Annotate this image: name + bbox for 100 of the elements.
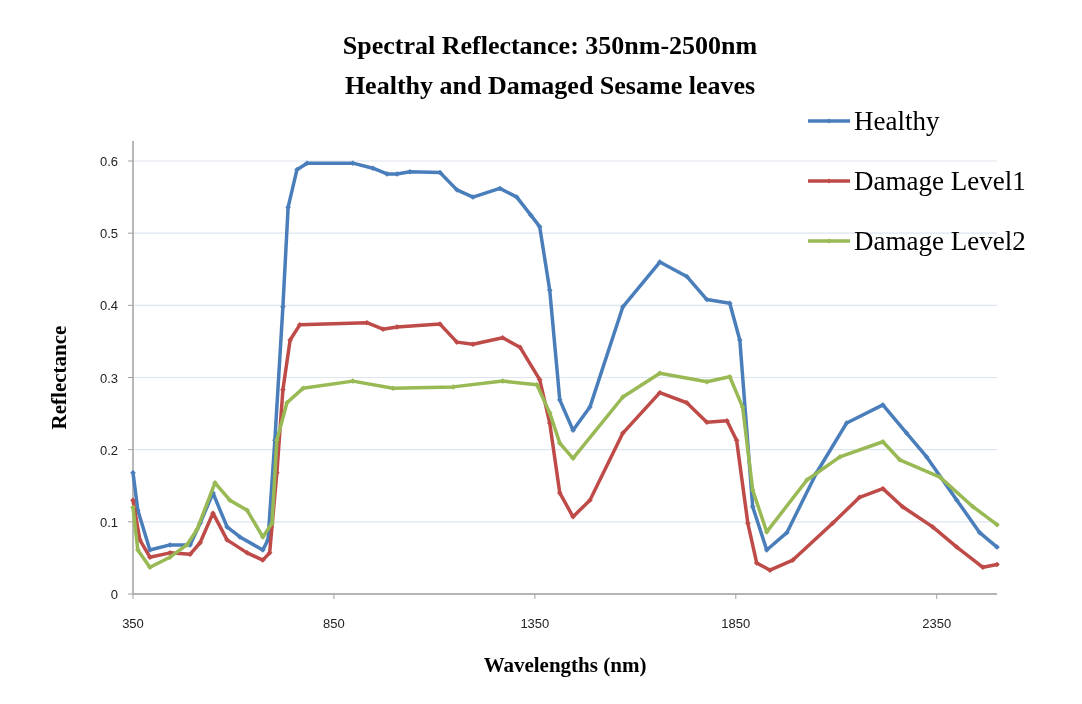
point: [300, 385, 306, 392]
x-tick-label: 2350: [922, 616, 952, 631]
point: [657, 259, 663, 265]
point: [737, 337, 743, 343]
x-tick-label: 1350: [520, 616, 550, 631]
point: [167, 550, 173, 556]
point: [135, 547, 141, 553]
point: [843, 420, 850, 426]
point: [514, 194, 520, 200]
point: [727, 300, 733, 306]
point: [880, 485, 886, 492]
point: [394, 324, 400, 330]
point: [684, 273, 690, 280]
y-tick-label: 0.6: [99, 154, 118, 169]
point: [587, 497, 593, 503]
y-tick-label: 0.1: [99, 514, 118, 530]
point: [147, 564, 153, 571]
point: [454, 339, 460, 345]
point: [130, 470, 136, 476]
point: [929, 524, 936, 530]
point: [287, 337, 293, 343]
point: [187, 551, 193, 558]
y-tick-label: 0.2: [99, 442, 118, 458]
point: [880, 438, 886, 445]
point: [285, 204, 291, 210]
point: [994, 521, 1000, 528]
point: [704, 419, 710, 425]
point: [657, 370, 663, 376]
point: [749, 487, 756, 493]
point: [546, 410, 553, 416]
x-tick-label: 350: [122, 616, 144, 631]
point: [923, 454, 930, 460]
point: [197, 540, 203, 546]
x-tick-label: 850: [323, 616, 345, 631]
point: [536, 223, 543, 230]
point: [350, 160, 356, 166]
point: [244, 550, 250, 556]
point: [620, 304, 626, 310]
point: [804, 477, 810, 483]
point: [364, 319, 370, 326]
legend-label: Healthy: [854, 106, 940, 136]
point: [536, 376, 543, 383]
point: [994, 544, 1000, 550]
chart-title: Spectral Reflectance: 350nm-2500nm Healthy and Damaged Sesame leaves: [342, 31, 758, 100]
point: [470, 341, 476, 348]
point: [227, 497, 233, 503]
point: [224, 524, 230, 530]
point: [937, 474, 943, 480]
point: [370, 165, 376, 171]
point: [903, 430, 910, 436]
point: [994, 561, 1000, 568]
point: [497, 185, 503, 192]
point: [724, 418, 730, 424]
point: [970, 503, 976, 510]
point: [657, 389, 663, 396]
point: [829, 520, 836, 527]
point: [557, 490, 563, 496]
point: [790, 557, 796, 563]
point: [394, 171, 400, 177]
point: [557, 440, 563, 446]
point: [454, 187, 460, 193]
point: [587, 404, 593, 410]
point: [528, 212, 534, 218]
point: [753, 560, 760, 566]
point: [899, 503, 906, 510]
y-tick-label: 0.4: [99, 298, 118, 314]
point: [880, 402, 886, 408]
point: [350, 378, 356, 384]
point: [976, 529, 983, 536]
point: [534, 381, 540, 388]
point: [304, 160, 310, 166]
point: [266, 550, 273, 556]
y-axis-title: Reflectance: [47, 325, 71, 430]
point: [224, 537, 230, 543]
y-tick-label: 0.5: [99, 226, 118, 242]
point: [390, 385, 396, 392]
y-tick-label: 0.3: [99, 370, 118, 386]
point: [704, 379, 710, 385]
point: [980, 564, 986, 571]
point: [557, 397, 563, 403]
point: [684, 400, 690, 406]
x-axis-title: Wavelengths (nm): [483, 653, 647, 677]
legend-label: Damage Level2: [854, 226, 1026, 256]
point: [517, 344, 523, 350]
point: [470, 194, 476, 200]
point: [194, 527, 200, 533]
point: [244, 507, 250, 514]
point: [137, 537, 143, 543]
point: [437, 321, 443, 327]
point: [620, 430, 626, 436]
point: [897, 457, 903, 463]
point: [620, 394, 626, 400]
x-tick-label: 1850: [721, 616, 751, 631]
point: [237, 534, 243, 540]
point: [767, 567, 773, 573]
point: [147, 554, 153, 560]
point: [260, 557, 266, 563]
legend-label: Damage Level1: [854, 166, 1026, 196]
point: [784, 529, 790, 536]
point: [739, 404, 746, 410]
